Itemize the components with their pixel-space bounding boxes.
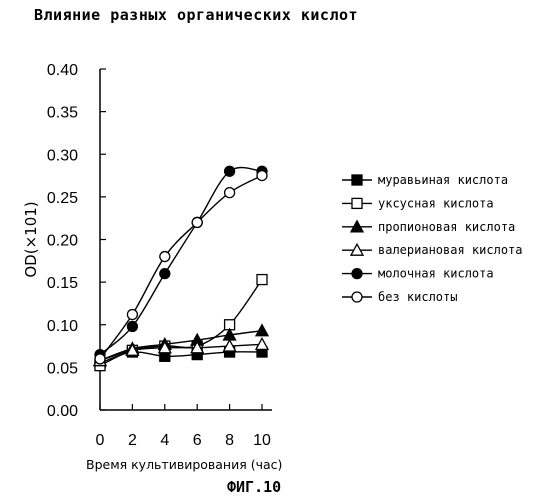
x-tick-label: 0: [96, 432, 105, 449]
data-point: [352, 175, 362, 185]
legend-entry: уксусная кислота: [342, 196, 494, 210]
y-tick-label: 0.00: [47, 403, 78, 420]
legend-label: валериановая кислота: [378, 243, 523, 257]
x-tick-label: 8: [225, 432, 234, 449]
y-tick-label: 0.35: [47, 105, 78, 122]
legend-entry: молочная кислота: [342, 267, 494, 281]
series-line: [100, 176, 262, 359]
y-tick-label: 0.25: [47, 190, 78, 207]
series-lines: [94, 166, 268, 370]
legend-label: пропионовая кислота: [378, 220, 515, 234]
data-point: [160, 252, 170, 262]
legend-label: муравьиная кислота: [378, 173, 508, 187]
legend-label: без кислоты: [378, 290, 457, 304]
x-tick-label: 2: [128, 432, 137, 449]
y-tick-label: 0.20: [47, 233, 78, 250]
data-point: [192, 217, 202, 227]
y-tick-label: 0.40: [47, 62, 78, 79]
data-point: [352, 198, 362, 208]
legend-entry: муравьиная кислота: [342, 173, 508, 187]
y-tick-label: 0.30: [47, 147, 78, 164]
data-point: [257, 171, 267, 181]
legend-entry: пропионовая кислота: [342, 220, 515, 234]
data-point: [256, 325, 268, 336]
y-tick-label: 0.15: [47, 275, 78, 292]
y-axis-label: OD(×101): [22, 201, 40, 277]
data-point: [127, 321, 137, 331]
legend-entry: валериановая кислота: [342, 243, 523, 257]
x-axis-label: Время культивирования (час): [86, 457, 282, 472]
data-point: [352, 269, 362, 279]
figure-label: ФИГ.10: [227, 478, 281, 496]
series: [95, 171, 267, 364]
series: [95, 347, 267, 368]
data-point: [257, 275, 267, 285]
data-point: [256, 338, 268, 349]
data-point: [160, 269, 170, 279]
x-tick-label: 6: [193, 432, 202, 449]
data-point: [352, 292, 362, 302]
legend-label: молочная кислота: [378, 267, 494, 281]
axes: 0.00 0.05 0.10 0.15 0.20 0.25 0.30 0.35 0.40 0 2 4 6…: [22, 62, 282, 472]
data-point: [127, 310, 137, 320]
data-point: [225, 166, 235, 176]
data-point: [225, 188, 235, 198]
data-point: [95, 354, 105, 364]
legend: муравьиная кислота уксусная кислота пропио…: [342, 173, 523, 304]
x-tick-label: 10: [253, 432, 271, 449]
legend-label: уксусная кислота: [378, 196, 494, 210]
y-tick-label: 0.10: [47, 318, 78, 335]
y-tick-label: 0.05: [47, 360, 78, 377]
legend-entry: без кислоты: [342, 290, 457, 304]
x-tick-label: 4: [160, 432, 169, 449]
